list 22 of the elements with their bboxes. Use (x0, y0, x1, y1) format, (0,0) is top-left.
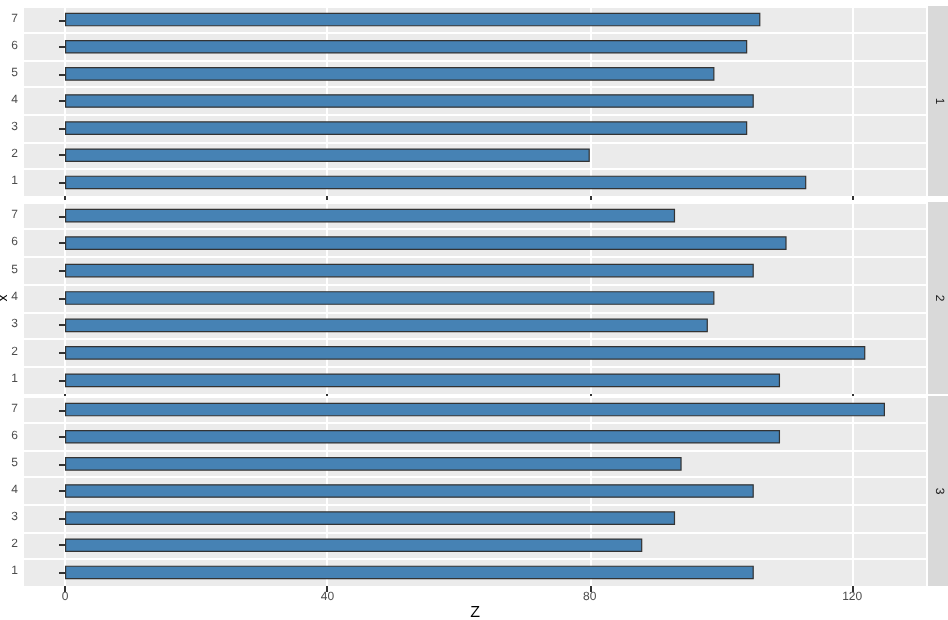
bar (65, 236, 787, 250)
bar (65, 429, 781, 444)
bar (65, 318, 708, 333)
bar (65, 94, 754, 108)
bar (65, 67, 715, 81)
bar (65, 538, 643, 553)
bar (65, 39, 748, 54)
bar (65, 175, 807, 190)
bar (65, 148, 590, 163)
bar (65, 484, 754, 498)
bar (65, 457, 682, 471)
bar (65, 291, 715, 305)
bar (65, 511, 676, 525)
bar (65, 263, 754, 278)
x-axis-title: Z (470, 603, 481, 620)
bar (65, 12, 761, 27)
bar (65, 208, 676, 223)
bar (65, 565, 754, 580)
bar (65, 346, 866, 360)
bar (65, 373, 781, 388)
bar (65, 121, 748, 135)
bar (65, 402, 885, 417)
